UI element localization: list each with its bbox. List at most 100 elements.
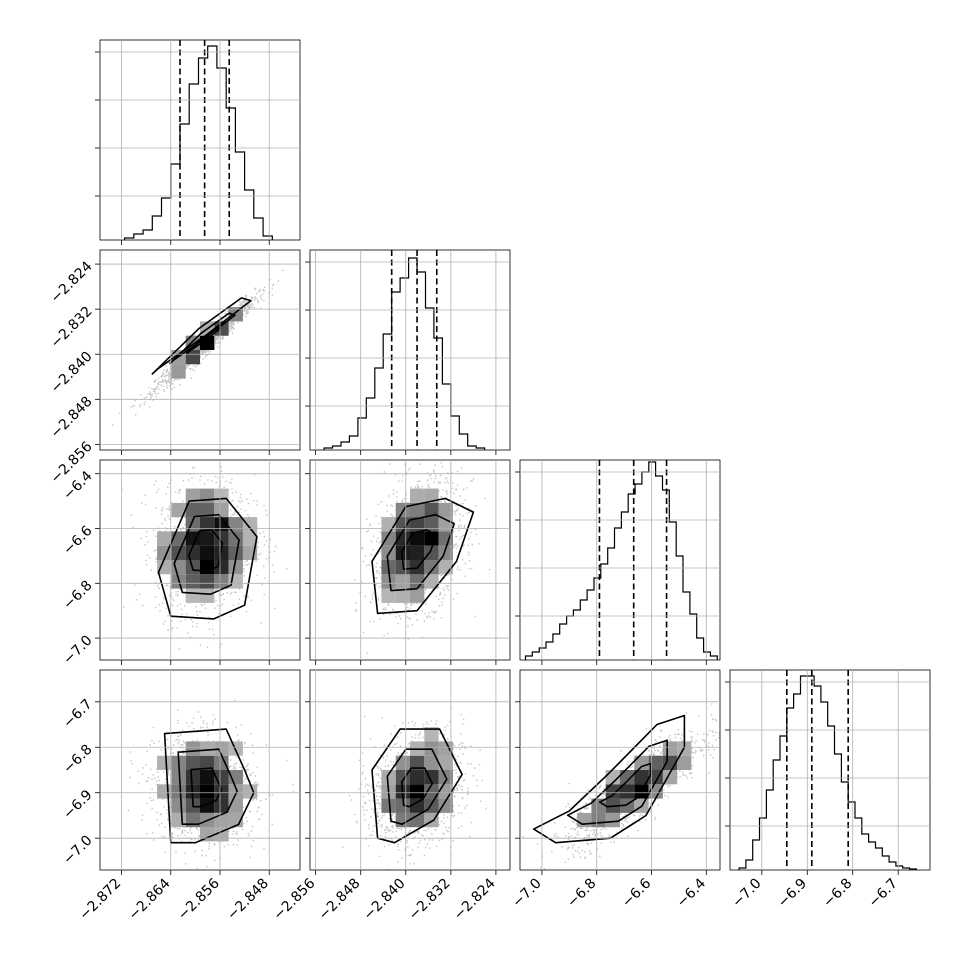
density-cell: [228, 531, 243, 546]
x-tick-label: −7.0: [509, 876, 544, 911]
density-cell: [577, 812, 592, 828]
density-cell: [214, 574, 229, 589]
density-cell: [185, 531, 200, 546]
grid-2-0: [100, 460, 300, 660]
density-cell: [591, 812, 606, 828]
panel-frame: [309, 459, 511, 661]
density-cell: [214, 502, 229, 518]
density-cell: [381, 531, 396, 546]
x-tick-label: −2.848: [316, 876, 364, 924]
sample-points: [121, 466, 288, 650]
contour-2: [598, 762, 652, 808]
density-cell: [200, 741, 215, 756]
contour-1: [177, 748, 238, 825]
scatter-samples: [121, 466, 288, 650]
density-cell: [438, 741, 453, 756]
grid-1-0: [100, 250, 300, 450]
density-cell: [185, 350, 200, 365]
density-cell: [200, 784, 215, 799]
x-tick-label: −6.7: [866, 876, 901, 911]
density-cell: [424, 755, 439, 770]
density-cell: [200, 770, 215, 785]
scatter-samples: [112, 269, 284, 426]
contour-1: [169, 312, 236, 365]
density-cell: [200, 755, 215, 770]
density-cell: [214, 755, 229, 770]
density-cell: [185, 588, 200, 603]
contour-2: [186, 326, 222, 355]
panel-frame: [309, 669, 511, 871]
y-tick-label: −2.840: [48, 349, 96, 397]
density-cell: [185, 502, 200, 518]
y-tick-label: −6.9: [60, 787, 95, 822]
density-cell: [424, 727, 439, 742]
scatter-panel-3-1: [309, 669, 511, 871]
scatter-samples: [354, 460, 491, 654]
density-cell: [410, 531, 425, 546]
density-cell: [171, 798, 186, 813]
density-cell: [395, 574, 410, 589]
density-cell: [677, 755, 692, 770]
density-cell: [200, 531, 215, 546]
density-cell: [185, 488, 200, 503]
y-tick-label: −2.824: [48, 258, 96, 306]
density-cell: [228, 784, 243, 799]
ticks-1-1: [305, 261, 497, 455]
histogram-panel-2: [519, 459, 721, 661]
density-cell: [214, 517, 229, 532]
ticks-3-2: [515, 701, 707, 875]
density-cell: [242, 531, 258, 546]
density-cell: [424, 784, 439, 799]
density-cell: [381, 798, 396, 813]
density-cell: [185, 574, 200, 589]
ticks-3-3: [725, 681, 899, 875]
ticks-1-0: [95, 263, 270, 455]
grid-2-1: [310, 460, 510, 660]
density-cell: [171, 812, 186, 828]
y-tick-label: −2.832: [48, 304, 96, 352]
grid-3-3: [730, 670, 930, 870]
x-tick-label: −6.8: [820, 875, 855, 910]
density-cell: [242, 784, 258, 799]
panel-frame: [99, 459, 301, 661]
scatter-panel-3-0: [99, 669, 301, 871]
density-cell: [185, 770, 200, 785]
density-cell: [381, 588, 396, 603]
density-cell: [171, 560, 186, 575]
ticks-2-1: [305, 473, 497, 665]
density-cell: [395, 531, 410, 546]
scatter-samples: [342, 707, 487, 870]
density-cell: [185, 755, 200, 770]
density-cell: [381, 574, 396, 589]
density-cell: [395, 517, 410, 532]
histogram-panel-0: [99, 39, 301, 241]
contour-2: [188, 529, 224, 572]
density-cell: [228, 545, 243, 560]
ticks-3-0: [95, 701, 270, 875]
density-cell: [228, 574, 243, 589]
x-tick-label: −2.848: [224, 875, 272, 923]
panel-frame: [99, 39, 301, 241]
density-cell: [410, 502, 425, 518]
density-cell: [228, 560, 243, 575]
density-cell: [157, 531, 172, 546]
grid-1-1: [310, 250, 510, 450]
x-tick-label: −2.872: [76, 875, 124, 923]
density-cell: [395, 755, 410, 770]
density-cell: [620, 784, 635, 799]
density-cell: [438, 531, 453, 546]
y-tick-label: −6.6: [60, 523, 95, 558]
x-tick-label: −6.4: [674, 875, 709, 910]
grid-3-1: [310, 670, 510, 870]
density-cell: [171, 784, 186, 799]
density-cell: [214, 545, 229, 560]
density-cell: [410, 588, 425, 603]
contour-1: [386, 748, 448, 825]
ticks-2-2: [515, 471, 707, 665]
density-cell: [171, 502, 186, 518]
density-cell: [605, 812, 620, 828]
density-cell: [410, 545, 425, 560]
density-cell: [395, 588, 410, 603]
density-cell: [410, 812, 425, 828]
density-cell: [662, 741, 678, 756]
